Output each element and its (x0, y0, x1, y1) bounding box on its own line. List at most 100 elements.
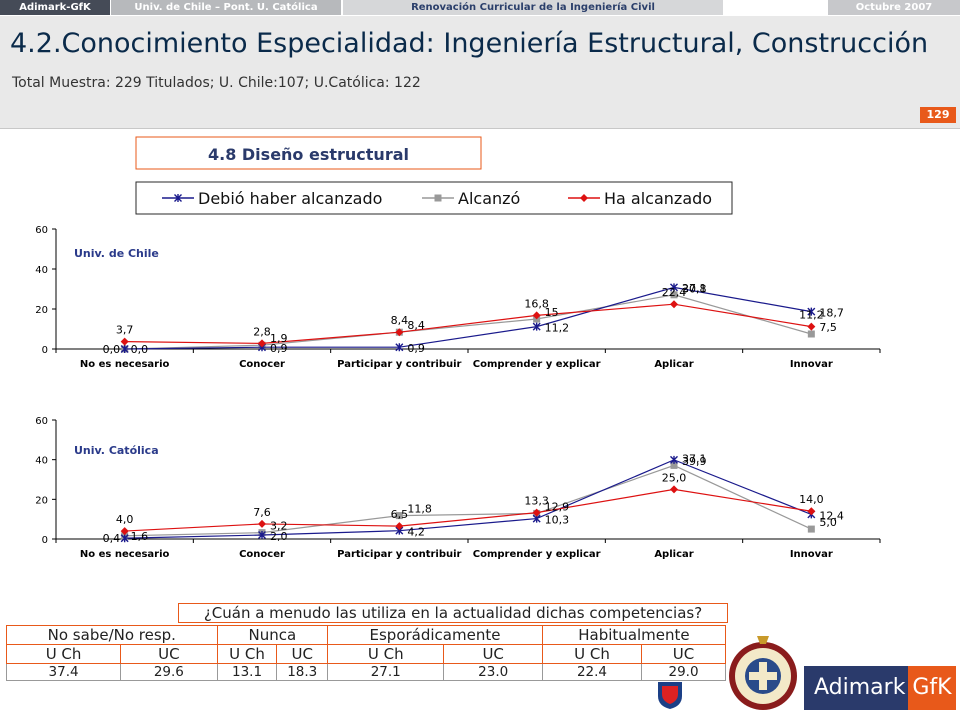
series-line-1-2 (124, 488, 812, 532)
y-tick-label-0: 60 (35, 225, 48, 236)
data-label-1-0-2: 4,2 (407, 526, 425, 539)
data-point-1-2-3 (532, 508, 541, 517)
table-cell: 18.3 (276, 663, 329, 681)
data-label-1-0-5: 12,4 (819, 509, 844, 522)
slide-header (0, 16, 960, 129)
x-tick-label-0: Aplicar (654, 359, 693, 370)
data-point-0-0-5 (807, 307, 816, 316)
x-tick-label-1: No es necesario (80, 549, 170, 560)
y-tick-label-1: 20 (35, 495, 48, 506)
data-label-0-0-5: 18,7 (819, 307, 844, 320)
data-point-1-2-4 (670, 485, 678, 494)
data-label-1-0-1: 2,0 (270, 530, 288, 543)
data-label-1-1-3: 12,9 (545, 500, 570, 513)
x-tick-label-0: Innovar (790, 359, 833, 370)
table-group-header: Esporádicamente (327, 625, 543, 645)
y-tick-label-0: 40 (35, 265, 48, 276)
data-label-0-1-3: 15 (545, 306, 559, 319)
page-number: 129 (920, 107, 956, 123)
y-tick-label-1: 60 (35, 416, 48, 427)
table-subheader: UC (443, 644, 543, 664)
data-label-1-0-4: 39,9 (682, 455, 707, 468)
table-subheader: U Ch (5, 644, 122, 664)
table-cell: 29.6 (120, 663, 218, 681)
data-point-0-2-3 (532, 311, 541, 320)
data-label-0-2-3: 16,8 (524, 297, 549, 310)
data-point-1-2-1 (258, 519, 266, 528)
table-group-header: Nunca (216, 625, 329, 645)
y-tick-label-0: 0 (42, 345, 48, 356)
data-point-0-2-1 (258, 339, 266, 348)
data-label-0-0-1: 0,9 (270, 342, 288, 355)
table-subheader: UC (641, 644, 726, 664)
panel-label-1: Univ. Católica (74, 444, 159, 457)
data-point-0-1-5 (807, 330, 815, 338)
panel-label-0: Univ. de Chile (74, 247, 159, 260)
table-cell: 23.0 (443, 663, 543, 681)
data-point-0-0-0 (120, 345, 129, 353)
legend-label-1: Alcanzó (458, 189, 520, 208)
series-line-0-2 (124, 303, 812, 345)
x-tick-label-0: Conocer (239, 359, 285, 370)
data-label-0-2-2: 8,4 (391, 314, 409, 327)
table-subheader: UC (276, 644, 329, 664)
data-label-0-1-4: 27,1 (682, 282, 707, 295)
table-cell: 37.4 (5, 663, 122, 681)
legend-label-2: Ha alcanzado (604, 189, 712, 208)
data-label-1-1-4: 37,1 (682, 452, 707, 465)
data-point-1-1-4 (670, 461, 678, 469)
series-line-0-0 (124, 286, 812, 350)
data-point-1-2-2 (395, 522, 404, 531)
table-cell: 27.1 (327, 663, 445, 681)
data-point-0-2-5 (807, 322, 816, 331)
data-label-1-1-1: 3,2 (270, 520, 288, 533)
x-tick-label-1: Aplicar (654, 549, 693, 560)
table-group-header: Habitualmente (541, 625, 727, 645)
data-label-0-2-0: 3,7 (116, 324, 134, 337)
series-line-0-1 (124, 294, 812, 350)
x-tick-label-1: Comprender y explicar (473, 549, 601, 560)
y-tick-label-1: 40 (35, 456, 48, 467)
section-title-box (135, 136, 482, 170)
table-subheader: U Ch (216, 644, 278, 664)
table-cell: 13.1 (216, 663, 278, 681)
legend-label-0: Debió haber alcanzado (198, 189, 382, 208)
table-subheader: UC (120, 644, 218, 664)
legend-marker-1 (434, 194, 442, 202)
y-tick-label-0: 20 (35, 305, 48, 316)
legend-marker-2 (580, 194, 588, 202)
logo-gfk-text: GfK (908, 666, 956, 710)
data-label-1-1-5: 5,0 (819, 516, 837, 529)
data-point-0-0-2 (395, 343, 404, 352)
data-label-1-2-4: 25,0 (662, 471, 687, 484)
series-line-1-0 (124, 459, 812, 539)
data-label-1-1-0: 1,6 (131, 530, 149, 543)
data-label-0-1-1: 1,9 (270, 332, 288, 345)
data-label-0-1-5: 7,5 (819, 321, 837, 334)
logo-adimark-text: Adimark (814, 675, 906, 700)
x-tick-label-0: No es necesario (80, 359, 170, 370)
x-tick-label-1: Conocer (239, 549, 285, 560)
series-line-1-1 (124, 464, 812, 537)
table-subheader: U Ch (327, 644, 445, 664)
table-subheader-row: U Ch UC U Ch UC U Ch UC U Ch UC (5, 644, 726, 664)
table-cell: 22.4 (541, 663, 643, 681)
universities-tag: Univ. de Chile – Pont. U. Católica (111, 0, 341, 15)
table-subheader: U Ch (541, 644, 643, 664)
data-point-1-1-5 (807, 525, 815, 533)
project-tag: Renovación Curricular de la Ingeniería C… (343, 0, 723, 15)
legend-marker-0 (174, 194, 182, 202)
usage-table: No sabe/No resp. Nunca Esporádicamente Habi… (5, 625, 727, 681)
data-label-0-0-4: 30,8 (682, 282, 707, 295)
data-label-0-2-4: 22,4 (662, 286, 687, 299)
data-label-0-2-1: 2,8 (253, 325, 271, 338)
x-tick-label-1: Innovar (790, 549, 833, 560)
adimark-gfk-logo: Adimark GfK (804, 666, 956, 710)
data-label-1-0-3: 10,3 (545, 514, 570, 527)
data-label-0-1-2: 8,4 (407, 319, 425, 332)
data-label-1-0-0: 0,4 (103, 532, 121, 545)
data-label-0-0-3: 11,2 (545, 322, 570, 335)
data-label-1-1-2: 11,8 (407, 503, 432, 516)
data-point-1-2-5 (807, 507, 816, 516)
section-title: 4.8 Diseño estructural (208, 145, 409, 164)
